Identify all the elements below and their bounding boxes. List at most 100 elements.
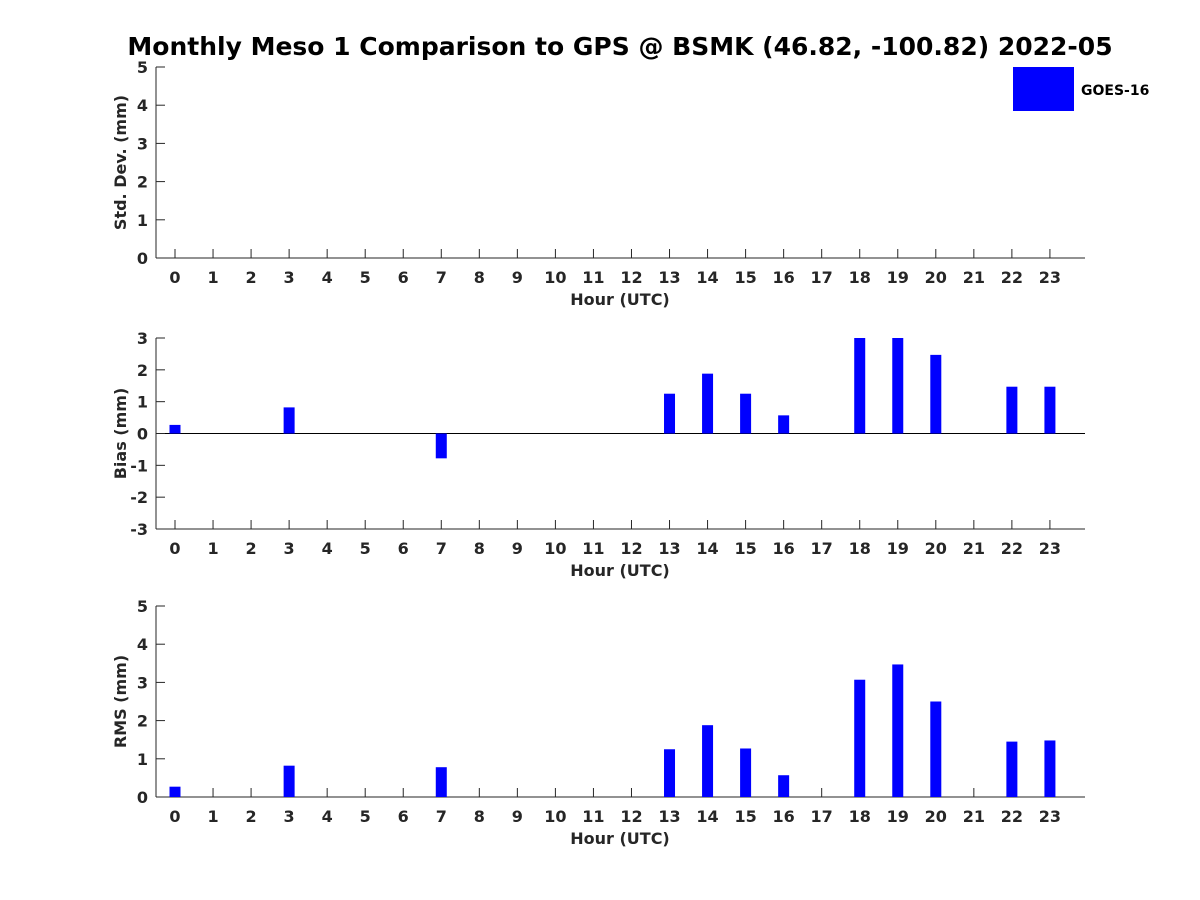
- chart-title: Monthly Meso 1 Comparison to GPS @ BSMK …: [127, 32, 1112, 61]
- x-tick-label: 10: [544, 539, 566, 558]
- x-tick-label: 9: [512, 268, 523, 287]
- bar-hour-14: [702, 725, 714, 797]
- legend-label-goes-16: GOES-16: [1081, 83, 1149, 99]
- legend-swatch-goes-16: [1013, 67, 1074, 111]
- x-tick-label: 8: [474, 268, 485, 287]
- y-tick-label: 0: [137, 788, 148, 807]
- bar-hour-15: [740, 748, 752, 797]
- x-tick-label: 0: [169, 807, 180, 826]
- bar-hour-0: [169, 786, 181, 797]
- x-tick-label: 2: [246, 539, 257, 558]
- x-tick-label: 17: [811, 268, 833, 287]
- x-tick-label: 23: [1039, 807, 1061, 826]
- x-tick-label: 13: [658, 807, 680, 826]
- x-tick-label: 15: [734, 268, 756, 287]
- bar-hour-16: [778, 415, 790, 434]
- bar-hour-18: [854, 679, 866, 797]
- y-tick-label: -2: [130, 488, 148, 507]
- x-tick-label: 1: [207, 539, 218, 558]
- y-tick-label: 4: [137, 635, 148, 654]
- x-tick-label: 18: [849, 539, 871, 558]
- x-tick-label: 19: [887, 539, 909, 558]
- bar-hour-20: [930, 701, 942, 797]
- y-tick-label: 2: [137, 712, 148, 731]
- x-tick-label: 0: [169, 539, 180, 558]
- x-tick-label: 3: [284, 268, 295, 287]
- y-axis-label: RMS (mm): [111, 655, 130, 748]
- y-tick-label: 1: [137, 393, 148, 412]
- bar-hour-14: [702, 373, 714, 434]
- bar-hour-13: [664, 393, 676, 434]
- x-tick-label: 15: [734, 807, 756, 826]
- y-tick-label: 3: [137, 134, 148, 153]
- x-tick-label: 20: [925, 807, 947, 826]
- y-tick-label: 4: [137, 96, 148, 115]
- y-tick-label: 0: [137, 425, 148, 444]
- y-tick-label: 1: [137, 750, 148, 769]
- x-tick-label: 12: [620, 539, 642, 558]
- x-tick-label: 4: [322, 807, 333, 826]
- x-tick-label: 22: [1001, 268, 1023, 287]
- x-tick-label: 23: [1039, 268, 1061, 287]
- y-tick-label: -3: [130, 520, 148, 539]
- bar-hour-13: [664, 749, 676, 797]
- x-tick-label: 11: [582, 268, 604, 287]
- x-tick-label: 9: [512, 539, 523, 558]
- x-tick-label: 15: [734, 539, 756, 558]
- y-tick-label: 3: [137, 329, 148, 348]
- bar-hour-20: [930, 354, 942, 434]
- x-tick-label: 13: [658, 268, 680, 287]
- y-tick-label: 0: [137, 249, 148, 268]
- bar-hour-18: [854, 338, 866, 434]
- x-tick-label: 7: [436, 539, 447, 558]
- bar-hour-7: [435, 433, 447, 459]
- bar-hour-23: [1044, 740, 1056, 797]
- y-tick-label: 1: [137, 211, 148, 230]
- bar-hour-19: [892, 664, 904, 797]
- x-tick-label: 1: [207, 268, 218, 287]
- x-tick-label: 2: [246, 268, 257, 287]
- x-tick-label: 14: [696, 268, 718, 287]
- bar-hour-0: [169, 424, 181, 434]
- x-axis-label: Hour (UTC): [570, 561, 670, 580]
- x-axis-label: Hour (UTC): [570, 829, 670, 848]
- x-tick-label: 14: [696, 807, 718, 826]
- x-tick-label: 3: [284, 807, 295, 826]
- x-tick-label: 16: [773, 268, 795, 287]
- x-tick-label: 4: [322, 539, 333, 558]
- x-tick-label: 12: [620, 807, 642, 826]
- bar-hour-3: [283, 407, 295, 434]
- x-tick-label: 8: [474, 539, 485, 558]
- x-tick-label: 21: [963, 807, 985, 826]
- x-tick-label: 19: [887, 807, 909, 826]
- x-tick-label: 3: [284, 539, 295, 558]
- bar-hour-23: [1044, 386, 1056, 434]
- x-tick-label: 21: [963, 539, 985, 558]
- x-axis-label: Hour (UTC): [570, 290, 670, 309]
- y-axis-label: Std. Dev. (mm): [111, 95, 130, 230]
- bar-hour-16: [778, 775, 790, 797]
- bar-hour-7: [435, 767, 447, 797]
- x-tick-label: 11: [582, 539, 604, 558]
- legend: GOES-16: [1013, 67, 1149, 111]
- x-tick-label: 7: [436, 268, 447, 287]
- x-tick-label: 22: [1001, 539, 1023, 558]
- y-tick-label: 2: [137, 361, 148, 380]
- x-tick-label: 13: [658, 539, 680, 558]
- x-tick-label: 14: [696, 539, 718, 558]
- y-tick-label: 5: [137, 597, 148, 616]
- x-tick-label: 22: [1001, 807, 1023, 826]
- x-tick-label: 12: [620, 268, 642, 287]
- y-tick-label: 5: [137, 58, 148, 77]
- bar-hour-15: [740, 393, 752, 434]
- x-tick-label: 6: [398, 539, 409, 558]
- x-tick-label: 2: [246, 807, 257, 826]
- x-tick-label: 6: [398, 807, 409, 826]
- bar-hour-22: [1006, 386, 1018, 434]
- x-tick-label: 5: [360, 807, 371, 826]
